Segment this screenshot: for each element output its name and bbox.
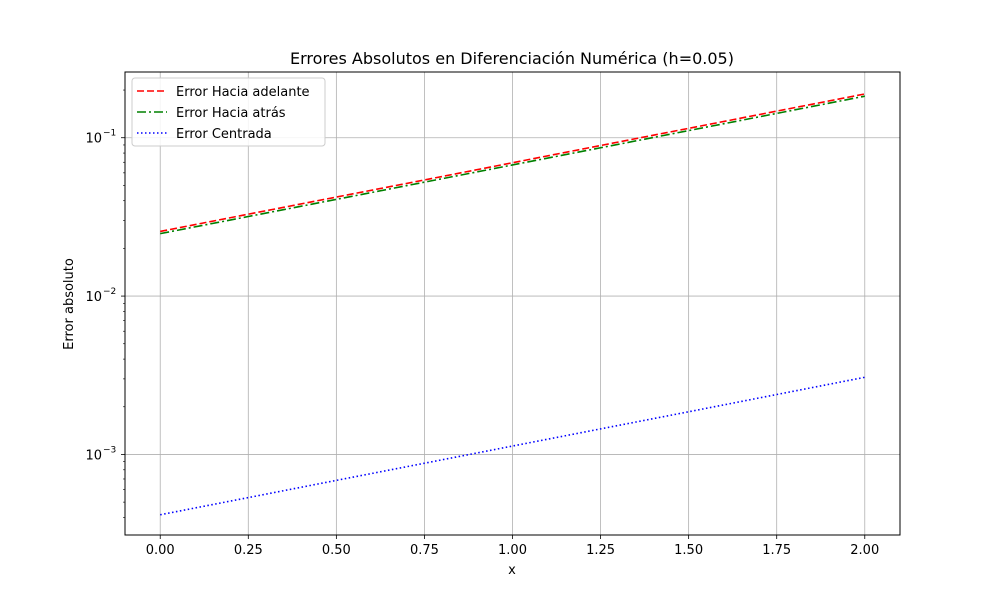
y-tick-exponent: −2 <box>103 287 116 297</box>
chart-title: Errores Absolutos en Diferenciación Numé… <box>290 49 734 68</box>
y-tick-label: 10 <box>85 448 102 463</box>
x-tick-label: 1.00 <box>498 543 527 558</box>
legend-label-0: Error Hacia adelante <box>176 85 310 100</box>
x-tick-label: 0.25 <box>234 543 263 558</box>
y-tick-label: 10 <box>85 132 102 147</box>
y-axis-label: Error absoluto <box>62 258 77 350</box>
legend-label-2: Error Centrada <box>176 127 272 142</box>
x-tick-label: 1.50 <box>674 543 703 558</box>
legend: Error Hacia adelante Error Hacia atrás Err… <box>131 77 326 147</box>
legend-label-1: Error Hacia atrás <box>176 106 286 121</box>
x-tick-label: 1.25 <box>586 543 615 558</box>
grid-layer <box>125 72 900 535</box>
series-line-1 <box>160 95 865 235</box>
x-axis-label: x <box>508 563 516 578</box>
x-tick-label: 0.00 <box>146 543 175 558</box>
x-tick-label: 0.50 <box>322 543 351 558</box>
y-tick-label: 10 <box>85 290 102 305</box>
series-layer <box>160 93 865 516</box>
x-tick-label: 1.75 <box>762 543 791 558</box>
x-tick-label: 0.75 <box>410 543 439 558</box>
y-tick-exponent: −3 <box>103 445 116 455</box>
x-tick-label: 2.00 <box>850 543 879 558</box>
legend-box <box>131 77 326 147</box>
y-tick-exponent: −1 <box>103 129 116 139</box>
